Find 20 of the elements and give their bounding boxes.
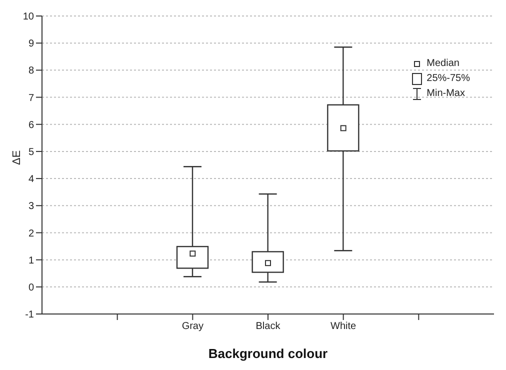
annotation: Median — [426, 57, 460, 71]
y-tick-label: 10 — [22, 12, 34, 23]
y-axis-title: ΔE — [10, 150, 23, 165]
y-tick-label: 6 — [28, 120, 34, 131]
y-tick-label: 9 — [28, 38, 34, 50]
x-axis-title: Background colour — [208, 346, 328, 361]
annotation: Min-Max — [426, 87, 465, 101]
x-tick-label: Black — [256, 321, 282, 332]
annotation: 25%-75% — [426, 72, 470, 86]
x-tick-label: White — [330, 321, 357, 332]
y-tick-label: 3 — [28, 201, 34, 212]
y-tick-label: 1 — [28, 255, 34, 266]
y-tick-label: 8 — [28, 66, 34, 77]
y-tick-label: 5 — [28, 147, 34, 158]
y-tick-label: 4 — [28, 174, 34, 186]
x-tick-label: Gray — [182, 321, 204, 332]
y-tick-label: 0 — [28, 282, 34, 294]
y-tick-label: -1 — [25, 310, 34, 321]
y-tick-label: 2 — [28, 228, 34, 240]
y-tick-label: 7 — [28, 92, 34, 104]
